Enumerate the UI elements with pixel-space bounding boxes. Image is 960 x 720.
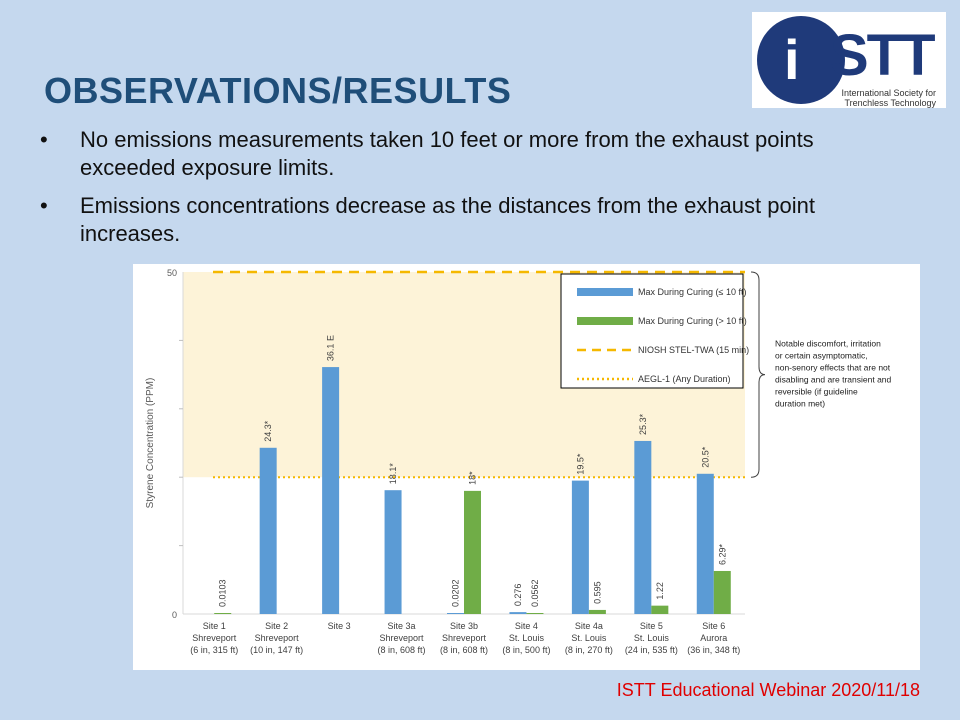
data-label: 1.22	[655, 582, 665, 600]
logo-subtitle-line1: International Society for	[841, 88, 936, 98]
data-label: 0.0562	[530, 579, 540, 607]
y-axis-label: Styrene Concentration (PPM)	[145, 378, 156, 509]
bar-near	[384, 490, 402, 614]
legend-label: Max During Curing (> 10 ft)	[638, 316, 747, 326]
x-category-label: St. Louis	[571, 633, 607, 643]
bullet-text: No emissions measurements taken 10 feet …	[80, 127, 814, 180]
bar-far	[713, 570, 731, 614]
data-label: 0.0202	[451, 579, 461, 607]
legend-swatch	[577, 288, 633, 296]
logo-subtitle-line2: Trenchless Technology	[844, 98, 936, 108]
annotation-line: or certain asymptomatic,	[775, 351, 868, 361]
data-label: 25.3*	[638, 413, 648, 435]
bar-far	[214, 613, 232, 614]
bullet-text: Emissions concentrations decrease as the…	[80, 193, 815, 246]
bar-near	[571, 480, 589, 614]
data-label: 0.0103	[218, 579, 228, 607]
x-category-label: (6 in, 315 ft)	[190, 645, 238, 655]
x-category-label: Shreveport	[442, 633, 487, 643]
legend-swatch	[577, 317, 633, 325]
x-category-label: Site 1	[203, 621, 226, 631]
bullet-dot: •	[40, 193, 48, 218]
bar-far	[651, 605, 669, 614]
bar-near	[634, 440, 652, 614]
x-category-label: Site 3a	[388, 621, 416, 631]
x-category-label: Site 5	[640, 621, 663, 631]
annotation-line: Notable discomfort, irritation	[775, 339, 881, 349]
annotation-line: reversible (if guideline	[775, 387, 858, 397]
x-category-label: Site 4	[515, 621, 538, 631]
x-category-label: St. Louis	[634, 633, 670, 643]
logo-circle	[757, 16, 845, 104]
x-category-label: St. Louis	[509, 633, 545, 643]
footer-text: ISTT Educational Webinar 2020/11/18	[616, 680, 920, 700]
bar-far	[526, 613, 544, 614]
x-category-label: Shreveport	[192, 633, 237, 643]
data-label: 36.1 E	[326, 335, 336, 361]
bullet-item: • Emissions concentrations decrease as t…	[40, 192, 840, 248]
bar-near	[259, 447, 277, 614]
y-tick-label: 50	[167, 268, 177, 278]
annotation-text: Notable discomfort, irritation or certain…	[775, 339, 892, 409]
data-label: 24.3*	[263, 420, 273, 442]
x-category-label: Shreveport	[255, 633, 300, 643]
istt-logo: i STT International Society for Trenchle…	[752, 12, 946, 108]
x-category-label: (8 in, 270 ft)	[565, 645, 613, 655]
x-category-label: Site 3	[328, 621, 351, 631]
bar-near	[447, 613, 464, 614]
x-category-label: (8 in, 608 ft)	[440, 645, 488, 655]
legend-label: AEGL-1 (Any Duration)	[638, 374, 731, 384]
x-category-label: (10 in, 147 ft)	[250, 645, 303, 655]
bullet-item: • No emissions measurements taken 10 fee…	[40, 126, 840, 182]
data-label: 20.5*	[700, 446, 710, 468]
logo-letter: i	[784, 28, 800, 91]
data-label: 18.1*	[388, 463, 398, 485]
bullet-dot: •	[40, 127, 48, 152]
y-tick-label: 0	[172, 610, 177, 620]
annotation-brace	[750, 271, 766, 478]
data-label: 0.595	[592, 581, 602, 604]
styrene-chart: 0 50 Styrene Concentration (PPM) 0.0103 Site…	[133, 264, 920, 670]
data-label: 6.29*	[717, 543, 727, 565]
x-category-label: (8 in, 500 ft)	[502, 645, 550, 655]
bar-near	[509, 612, 527, 614]
x-category-label: (36 in, 348 ft)	[687, 645, 740, 655]
bar-near	[322, 367, 340, 614]
slide-title: OBSERVATIONS/RESULTS	[44, 70, 512, 111]
x-category-label: (24 in, 535 ft)	[625, 645, 678, 655]
x-category-label: Site 6	[702, 621, 725, 631]
legend-label: Max During Curing (≤ 10 ft)	[638, 287, 746, 297]
data-label: 19.5*	[575, 453, 585, 475]
x-category-label: Site 4a	[575, 621, 603, 631]
legend-label: NIOSH STEL-TWA (15 min)	[638, 345, 749, 355]
bar-near	[696, 473, 714, 614]
data-label: 0.276	[513, 584, 523, 607]
data-label: 18*	[468, 471, 478, 485]
x-category-label: Site 3b	[450, 621, 478, 631]
x-category-label: (8 in, 608 ft)	[378, 645, 426, 655]
annotation-line: duration met)	[775, 399, 825, 409]
bar-far	[588, 609, 606, 614]
x-category-label: Shreveport	[380, 633, 425, 643]
bar-far	[464, 490, 481, 614]
bullet-list: • No emissions measurements taken 10 fee…	[40, 126, 840, 258]
x-category-label: Aurora	[700, 633, 727, 643]
x-category-label: Site 2	[265, 621, 288, 631]
annotation-line: disabling and are transient and	[775, 375, 892, 385]
logo-text: STT	[830, 23, 936, 88]
annotation-line: non-senory effects that are not	[775, 363, 891, 373]
